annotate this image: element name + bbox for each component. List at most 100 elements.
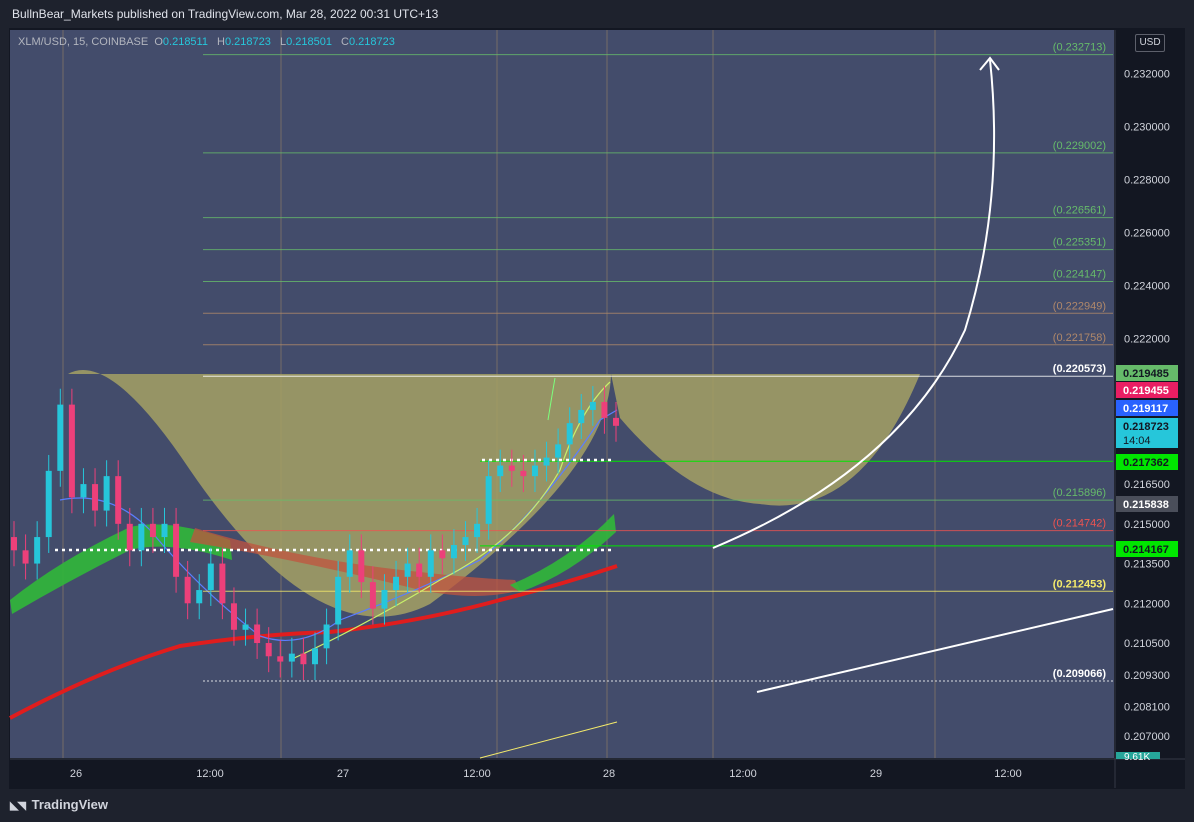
fib-level-label: (0.214742) (1053, 518, 1106, 530)
candle-body (555, 444, 562, 458)
low-key: L (279, 36, 287, 48)
x-axis: 26 12:00 27 12:00 28 12:00 29 12:00 (70, 768, 1022, 780)
fib-level-label: (0.220573) (1053, 363, 1107, 375)
brand-name: TradingView (31, 797, 108, 812)
candle-body (11, 537, 17, 551)
candle-body (80, 484, 87, 498)
volume-badge-label: 9.61K (1124, 752, 1150, 763)
volume-ma-line (479, 721, 618, 759)
candle-body (45, 470, 52, 538)
candle-body (462, 537, 469, 546)
price-tag (1116, 496, 1178, 512)
fib-level-label: (0.212453) (1053, 578, 1107, 590)
y-tick-label: 0.222000 (1124, 333, 1170, 345)
y-axis: 0.232000 0.230000 0.228000 0.226000 0.224000… (1124, 69, 1170, 743)
candle-body (161, 523, 168, 538)
candle-body (427, 550, 434, 577)
y-tick-label: 0.208100 (1124, 702, 1170, 714)
candle-body (358, 550, 365, 583)
candle-body (92, 484, 99, 511)
x-tick-label: 28 (603, 768, 615, 780)
ema-ribbon-middle (190, 528, 520, 596)
price-tag (1116, 454, 1178, 470)
x-tick-label: 12:00 (994, 768, 1022, 780)
price-tag-label: 0.218723 (1123, 421, 1169, 433)
y-tick-label: 0.224000 (1124, 280, 1170, 292)
candle-body (149, 523, 156, 538)
ema-ribbon-right (510, 514, 616, 592)
price-tags: 0.219485 0.219455 0.219117 0.218723 14:04 0.2… (1116, 365, 1178, 763)
candle-body (335, 576, 342, 625)
candle-body (508, 465, 515, 471)
y-tick-label: 0.226000 (1124, 227, 1170, 239)
candle-body (300, 653, 307, 665)
candle-body (22, 550, 29, 564)
candle-body (173, 523, 180, 577)
x-tick-label: 12:00 (463, 768, 491, 780)
price-tag (1116, 382, 1178, 398)
fib-level-label: (0.209066) (1053, 668, 1107, 680)
symbol-label: XLM/USD, 15, COINBASE (18, 36, 149, 48)
open-key: O (154, 36, 163, 48)
candle-body (578, 409, 585, 424)
price-tag (1116, 541, 1178, 557)
candles (11, 386, 619, 681)
candle-body (474, 523, 481, 538)
candle-body (207, 563, 214, 591)
candle-body (219, 563, 226, 604)
fib-level-label: (0.215896) (1053, 487, 1106, 499)
projection-arrow-head (979, 56, 1000, 71)
fib-level-label: (0.224147) (1053, 269, 1106, 281)
y-tick-label: 0.216500 (1124, 479, 1170, 491)
candle-body (196, 590, 203, 604)
candle-body (288, 653, 295, 662)
price-tag-label: 0.217362 (1123, 457, 1169, 469)
projection-arrow-curve (712, 59, 996, 549)
y-tick-label: 0.213500 (1124, 559, 1170, 571)
x-axis-background (10, 759, 1185, 788)
open-value: 0.218511 (162, 36, 208, 48)
tradingview-logo-icon: ◣◥ (10, 800, 26, 812)
candle-body (103, 476, 110, 511)
candle-body (589, 401, 596, 410)
price-tag (1116, 365, 1178, 381)
y-tick-label: 0.215000 (1124, 519, 1170, 531)
candle-body (439, 550, 446, 559)
y-tick-label: 0.207000 (1124, 731, 1170, 743)
candle-body (531, 465, 538, 477)
candle-body (277, 656, 284, 662)
candle-body (601, 401, 608, 418)
ohlc-legend: XLM/USD, 15, COINBASE O0.218511 H0.21872… (18, 36, 401, 48)
candle-body (416, 563, 423, 577)
candle-body (34, 537, 41, 564)
candle-body (381, 590, 388, 609)
candle-body (254, 624, 261, 644)
candle-body (242, 624, 249, 630)
currency-button[interactable]: USD (1135, 34, 1165, 52)
ma-lime-line (289, 381, 611, 661)
candle-body (184, 576, 191, 604)
price-tag-label: 0.215838 (1123, 499, 1169, 511)
candle-body (450, 545, 457, 559)
y-tick-label: 0.230000 (1124, 121, 1170, 133)
tradingview-logo[interactable]: ◣◥ TradingView (10, 797, 108, 812)
candle-body (613, 417, 619, 426)
candle-body (497, 465, 504, 477)
price-tag-label: 0.219485 (1123, 368, 1169, 380)
y-tick-label: 0.232000 (1124, 69, 1170, 81)
low-value: 0.218501 (286, 36, 332, 48)
candle-body (520, 470, 527, 477)
handle-shape (611, 374, 920, 506)
cup-and-handle (68, 370, 920, 617)
small-arrow (547, 377, 556, 421)
y-tick-label: 0.228000 (1124, 174, 1170, 186)
fib-level-label: (0.226561) (1053, 205, 1106, 217)
candle-body (138, 523, 145, 551)
candle-body (404, 563, 411, 577)
fib-level-label: (0.229002) (1053, 140, 1106, 152)
fib-level-label: (0.225351) (1053, 237, 1106, 249)
candle-body (323, 624, 330, 649)
fib-levels: (0.232713) (0.229002) (0.226561) (0.225351)… (55, 42, 1113, 682)
publish-info: BullnBear_Markets published on TradingVi… (12, 7, 439, 21)
